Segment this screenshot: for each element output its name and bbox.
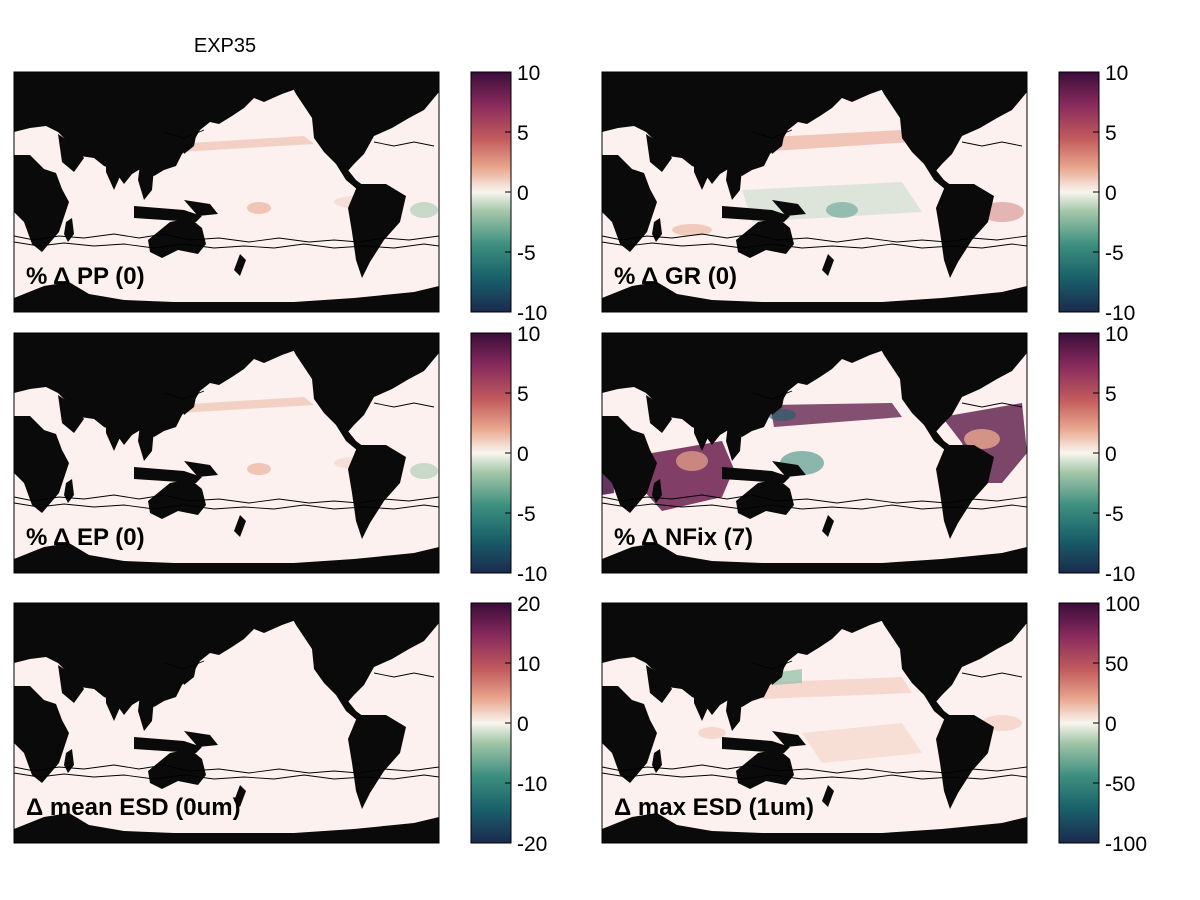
colorbar-tick-label: 5: [517, 122, 529, 145]
colorbar: [470, 71, 512, 313]
colorbar-tick-label: 10: [517, 62, 540, 85]
world-map: [602, 603, 1027, 843]
map-frame: [601, 332, 1028, 574]
panel-label: Δ max ESD (1um): [614, 794, 814, 821]
colorbar-tick-label: 5: [517, 383, 529, 406]
colorbar: [470, 602, 512, 844]
map-panel-pp: % Δ PP (0) 10 5 0 -5 -10: [13, 62, 547, 325]
colorbar-tick-label: 0: [1105, 443, 1117, 466]
colorbar-tick-label: 5: [1105, 122, 1117, 145]
map-panel-nfix: % Δ NFix (7) 10 5 0 -5 -10: [601, 323, 1135, 586]
panel-label: % Δ EP (0): [26, 524, 145, 551]
colorbar-tick-label: 0: [517, 182, 529, 205]
figure-title: EXP35: [194, 35, 256, 57]
map-panel-ep: % Δ EP (0) 10 5 0 -5 -10: [13, 323, 547, 586]
map-frame: [601, 71, 1028, 313]
colorbar-tick-label: -50: [1105, 773, 1135, 796]
colorbar-tick-label: -10: [517, 302, 547, 325]
colorbar-tick-label: -5: [1105, 503, 1124, 526]
colorbar-tick-label: -10: [517, 563, 547, 586]
colorbar-tick-label: 10: [1105, 62, 1128, 85]
map-panel-xesd: Δ max ESD (1um) 100 50 0 -50 -100: [601, 593, 1147, 856]
colorbar-tick-label: -5: [517, 242, 536, 265]
colorbar-tick-label: -5: [517, 503, 536, 526]
map-frame: [13, 602, 440, 844]
colorbar-tick-label: 100: [1105, 593, 1140, 616]
colorbar-tick-label: 10: [517, 323, 540, 346]
colorbar-tick-label: 5: [1105, 383, 1117, 406]
colorbar-tick-label: -10: [1105, 302, 1135, 325]
colorbar-tick-label: 0: [517, 443, 529, 466]
map-frame: [13, 332, 440, 574]
map-panel-mesd: Δ mean ESD (0um) 20 10 0 -10 -20: [13, 593, 547, 856]
colorbar-tick-label: 0: [517, 713, 529, 736]
colorbar-tick-label: 50: [1105, 653, 1128, 676]
colorbar: [1058, 602, 1100, 844]
colorbar-tick-label: 20: [517, 593, 540, 616]
panel-label: Δ mean ESD (0um): [26, 794, 241, 821]
colorbar-tick-label: -10: [1105, 563, 1135, 586]
world-map: [14, 603, 439, 843]
colorbar: [470, 332, 512, 574]
colorbar-tick-label: -100: [1105, 833, 1147, 856]
colorbar-tick-label: -5: [1105, 242, 1124, 265]
panel-label: % Δ GR (0): [614, 263, 737, 290]
colorbar: [1058, 71, 1100, 313]
colorbar-tick-label: 0: [1105, 713, 1117, 736]
colorbar-tick-label: -10: [517, 773, 547, 796]
colorbar-tick-label: 10: [1105, 323, 1128, 346]
map-frame: [13, 71, 440, 313]
colorbar-tick-label: 10: [517, 653, 540, 676]
panel-label: % Δ PP (0): [26, 263, 145, 290]
world-map: [602, 72, 1027, 312]
colorbar: [1058, 332, 1100, 574]
colorbar-tick-label: 0: [1105, 182, 1117, 205]
panel-label: % Δ NFix (7): [614, 524, 753, 551]
map-panel-gr: % Δ GR (0) 10 5 0 -5 -10: [601, 62, 1135, 325]
colorbar-tick-label: -20: [517, 833, 547, 856]
world-map: [14, 72, 439, 312]
world-map: [14, 333, 439, 573]
world-map: [602, 333, 1027, 573]
map-frame: [601, 602, 1028, 844]
